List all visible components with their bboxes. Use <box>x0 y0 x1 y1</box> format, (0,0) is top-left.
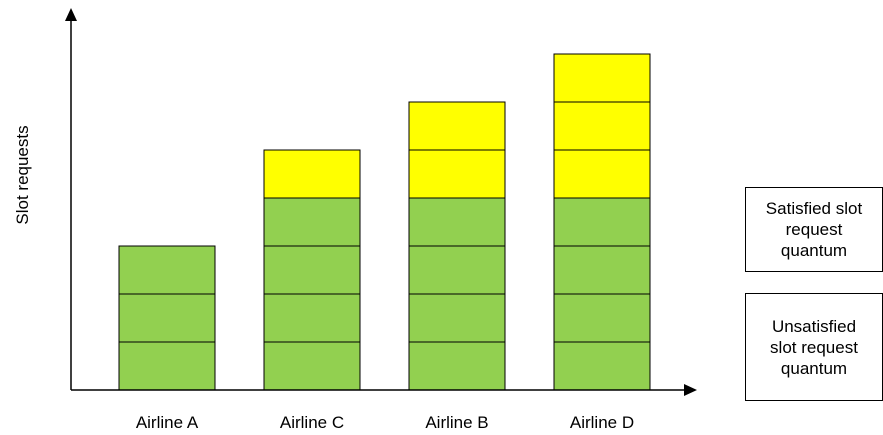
legend-satisfied: Satisfied slot request quantum <box>745 187 883 272</box>
x-axis-arrow <box>684 384 697 396</box>
bar-segment-airline-d-satisfied-1 <box>553 341 651 391</box>
bar-segment-airline-a-satisfied-1 <box>118 341 216 391</box>
legend-unsatisfied-line-2: slot request <box>770 337 858 357</box>
x-tick-label-airline-d: Airline D <box>570 413 634 432</box>
legend-satisfied-line-2: request <box>785 220 843 239</box>
bars <box>118 53 651 391</box>
bar-segment-airline-b-unsatisfied-1 <box>408 149 506 199</box>
bar-segment-airline-b-satisfied-1 <box>408 341 506 391</box>
bar-segment-airline-d-satisfied-4 <box>553 197 651 247</box>
bar-segment-airline-a-satisfied-2 <box>118 293 216 343</box>
bar-segment-airline-c-satisfied-4 <box>263 197 361 247</box>
bar-segment-airline-b-unsatisfied-2 <box>408 101 506 151</box>
x-tick-labels: Airline A Airline C Airline B Airline D <box>136 413 634 432</box>
legend-satisfied-line-3: quantum <box>780 241 848 260</box>
y-axis-label: Slot requests <box>13 125 32 224</box>
bar-segment-airline-c-satisfied-3 <box>263 245 361 295</box>
bar-segment-airline-d-unsatisfied-3 <box>553 53 651 103</box>
bar-segment-airline-c-satisfied-1 <box>263 341 361 391</box>
x-tick-label-airline-c: Airline C <box>280 413 344 432</box>
legend-unsatisfied-line-3: quantum <box>780 358 848 378</box>
y-axis-arrow <box>65 8 77 21</box>
bar-segment-airline-c-unsatisfied-1 <box>263 149 361 199</box>
bar-segment-airline-d-satisfied-2 <box>553 293 651 343</box>
bar-segment-airline-a-satisfied-3 <box>118 245 216 295</box>
legend-satisfied-line-1: Satisfied slot <box>765 199 863 218</box>
x-tick-label-airline-a: Airline A <box>136 413 199 432</box>
bar-segment-airline-b-satisfied-3 <box>408 245 506 295</box>
legend-unsatisfied: Unsatisfied slot request quantum <box>745 293 883 401</box>
bar-segment-airline-b-satisfied-2 <box>408 293 506 343</box>
legend-unsatisfied-line-1: Unsatisfied <box>771 316 857 336</box>
bar-segment-airline-d-unsatisfied-1 <box>553 149 651 199</box>
bar-segment-airline-d-unsatisfied-2 <box>553 101 651 151</box>
bar-segment-airline-b-satisfied-4 <box>408 197 506 247</box>
x-tick-label-airline-b: Airline B <box>425 413 488 432</box>
bar-segment-airline-c-satisfied-2 <box>263 293 361 343</box>
bar-segment-airline-d-satisfied-3 <box>553 245 651 295</box>
